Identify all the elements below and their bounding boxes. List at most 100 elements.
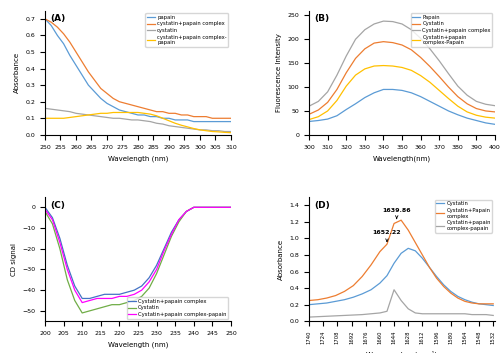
Papain: [362, 95, 368, 100]
cystatin+papain complex-
papain: [184, 125, 190, 129]
Cystatin+papain complex-papain: [72, 288, 78, 292]
Cystatin: [57, 247, 63, 251]
Cystatin: [350, 295, 356, 299]
Cystatin+papain
complex-Papain: [316, 115, 322, 119]
Legend: papain, cystatin+papain complex, cystatin, cystatin+papain complex-
papain: papain, cystatin+papain complex, cystati…: [146, 13, 228, 47]
Cystatin: [42, 209, 48, 214]
Cystatin+papain complex: [176, 218, 182, 222]
Cystatin+Papain
complex: [350, 283, 356, 288]
Cystatin+papain
complex-Papain: [371, 64, 377, 68]
cystatin: [178, 125, 184, 130]
Papain: [316, 118, 322, 122]
cystatin+papain complex: [42, 17, 48, 21]
cystatin: [191, 127, 197, 131]
cystatin+papain complex-
papain: [73, 114, 79, 119]
Cystatin+papain
complex-papain: [448, 312, 454, 316]
Cystatin+papain complex: [482, 102, 488, 106]
Cystatin+Papain
complex: [483, 302, 489, 306]
papain: [79, 73, 85, 77]
cystatin+papain complex: [98, 86, 104, 91]
Cystatin+papain complex-papain: [57, 240, 63, 245]
cystatin+papain complex: [54, 25, 60, 29]
Cystatin+papain complex-papain: [86, 298, 92, 303]
cystatin+papain complex: [178, 113, 184, 117]
Cystatin+papain complex: [464, 93, 470, 97]
X-axis label: Wavelength(nm): Wavelength(nm): [373, 155, 431, 162]
Cystatin+papain
complex-papain: [462, 312, 468, 316]
Cystatin: [79, 311, 85, 315]
Text: 1639.86: 1639.86: [382, 208, 411, 219]
cystatin+papain complex-
papain: [222, 130, 228, 134]
papain: [116, 108, 122, 112]
Cystatin+papain
complex-papain: [476, 312, 482, 317]
Papain: [390, 87, 396, 91]
cystatin+papain complex-
papain: [67, 115, 73, 120]
Cystatin+papain complex: [390, 19, 396, 24]
cystatin+papain complex: [110, 96, 116, 101]
cystatin+papain complex: [197, 114, 203, 119]
Cystatin+Papain
complex: [359, 274, 365, 279]
cystatin: [197, 128, 203, 132]
Cystatin: [161, 253, 167, 257]
Cystatin: [436, 74, 442, 79]
Cystatin: [124, 300, 130, 305]
Cystatin+papain
complex-papain: [455, 312, 461, 316]
Cystatin: [72, 298, 78, 303]
cystatin+papain complex-
papain: [148, 112, 154, 116]
Line: cystatin+papain complex: cystatin+papain complex: [45, 19, 231, 118]
Cystatin: [359, 292, 365, 296]
Cystatin: [228, 205, 234, 209]
Cystatin: [220, 205, 226, 209]
Cystatin: [408, 48, 414, 52]
cystatin: [60, 109, 66, 113]
papain: [54, 33, 60, 37]
cystatin+papain complex-
papain: [98, 111, 104, 115]
Cystatin: [476, 302, 482, 306]
Cystatin: [490, 303, 496, 307]
Cystatin+papain
complex-papain: [412, 311, 418, 315]
Cystatin+papain
complex-Papain: [492, 116, 498, 120]
cystatin+papain complex: [166, 111, 172, 115]
Cystatin+papain
complex-Papain: [464, 110, 470, 114]
Cystatin+papain
complex-papain: [342, 313, 347, 318]
Cystatin: [146, 286, 152, 290]
Cystatin+papain
complex-Papain: [390, 64, 396, 68]
papain: [148, 114, 154, 119]
Cystatin: [434, 274, 440, 279]
cystatin+papain complex-
papain: [160, 116, 166, 120]
Cystatin+papain complex: [324, 90, 330, 94]
Papain: [352, 102, 358, 106]
Cystatin+papain complex: [362, 28, 368, 32]
cystatin+papain complex: [154, 109, 160, 114]
Line: cystatin: cystatin: [45, 108, 231, 132]
Cystatin: [418, 55, 424, 60]
Cystatin: [324, 100, 330, 104]
Cystatin+Papain
complex: [324, 296, 330, 300]
Cystatin: [64, 278, 70, 282]
Cystatin+papain complex: [161, 247, 167, 251]
Papain: [324, 117, 330, 121]
Line: papain: papain: [45, 19, 231, 121]
papain: [42, 17, 48, 21]
Cystatin+papain
complex-papain: [483, 312, 489, 317]
Line: Cystatin: Cystatin: [309, 248, 493, 305]
cystatin: [148, 119, 154, 124]
Cystatin+papain complex-papain: [206, 205, 212, 209]
papain: [135, 113, 141, 117]
cystatin: [79, 112, 85, 116]
Papain: [380, 87, 386, 91]
Cystatin+papain complex: [213, 205, 219, 209]
papain: [160, 116, 166, 120]
Cystatin+papain complex-papain: [228, 205, 234, 209]
papain: [141, 113, 147, 117]
cystatin+papain complex: [116, 100, 122, 104]
Cystatin+papain complex: [474, 99, 480, 103]
cystatin: [141, 119, 147, 123]
cystatin+papain complex: [184, 113, 190, 117]
cystatin: [203, 128, 209, 132]
Line: Papain: Papain: [309, 89, 495, 124]
Cystatin+Papain
complex: [490, 302, 496, 306]
Cystatin: [316, 108, 322, 112]
Cystatin: [390, 41, 396, 45]
Cystatin+papain complex: [64, 263, 70, 268]
